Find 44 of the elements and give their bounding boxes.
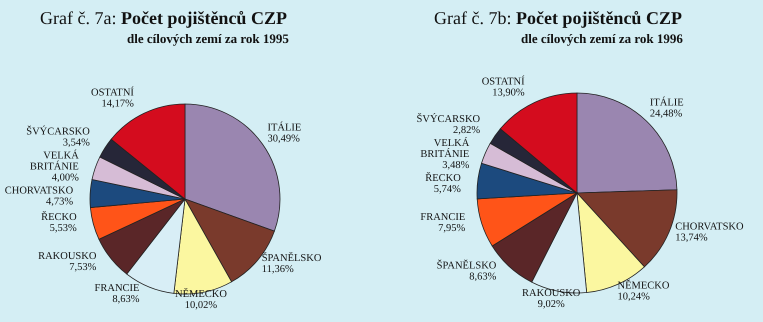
data-label: 13,90%: [492, 88, 525, 99]
data-label: 3,54%: [62, 137, 90, 148]
slice-label: ITÁLIE: [650, 96, 684, 109]
slice-label: OSTATNÍ: [482, 74, 526, 88]
slice-label: ŠPANĚLSKO: [262, 251, 322, 264]
data-label: 30,49%: [268, 133, 300, 144]
slice-label: ŠVÝCARSKO: [416, 112, 481, 125]
slice-label: ŠVÝCARSKO: [26, 124, 90, 138]
data-label: 9,02%: [538, 299, 566, 310]
slice-label: ITÁLIE: [268, 120, 302, 134]
data-label: 24,48%: [650, 108, 683, 120]
data-label: 13,74%: [675, 232, 708, 244]
data-label: 11,36%: [262, 264, 294, 276]
slice-label: ŘECKO: [41, 210, 78, 223]
chart-subtitle: dle cílových zemí za rok 1996: [521, 31, 683, 47]
data-label: 10,24%: [618, 291, 650, 302]
slice-label: RAKOUSKO: [38, 250, 97, 262]
data-label: 2,82%: [453, 124, 480, 136]
data-label: 10,02%: [184, 300, 218, 311]
data-label: 8,63%: [112, 294, 140, 306]
slice-label: RAKOUSKO: [522, 288, 581, 300]
slice-label: FRANCIE: [420, 212, 466, 224]
chart-title: Graf č. 7a: Počet pojištěnců CZP: [40, 8, 287, 28]
chart-subtitle: dle cílových zemí za rok 1995: [127, 31, 289, 47]
slice-label: OSTATNÍ: [91, 85, 134, 98]
data-label: 5,74%: [434, 184, 462, 195]
data-label: 5,53%: [50, 222, 77, 234]
slice-label: VELKÁ BRITÁNIE: [420, 136, 470, 160]
data-label: 4,00%: [52, 172, 80, 184]
slice-label: VELKÁ BRITÁNIE: [30, 148, 80, 172]
slice-label: ŘECKO: [425, 170, 462, 184]
data-label: 3,48%: [442, 160, 470, 171]
slice-label: FRANCIE: [94, 283, 140, 294]
data-label: 4,73%: [46, 196, 74, 208]
data-label: 8,63%: [469, 272, 497, 283]
data-label: 14,17%: [102, 98, 134, 110]
data-label: 7,95%: [438, 223, 466, 234]
slice-label: CHORVATSKO: [675, 222, 744, 233]
chart-title: Graf č. 7b: Počet pojištěnců CZP: [434, 8, 682, 28]
slice-label: CHORVATSKO: [4, 185, 74, 196]
data-label: 7,53%: [69, 262, 97, 273]
slice-label: NĚMECKO: [618, 278, 670, 292]
slice-label: NĚMECKO: [175, 286, 228, 300]
slice-label: ŠPANĚLSKO: [436, 258, 497, 272]
